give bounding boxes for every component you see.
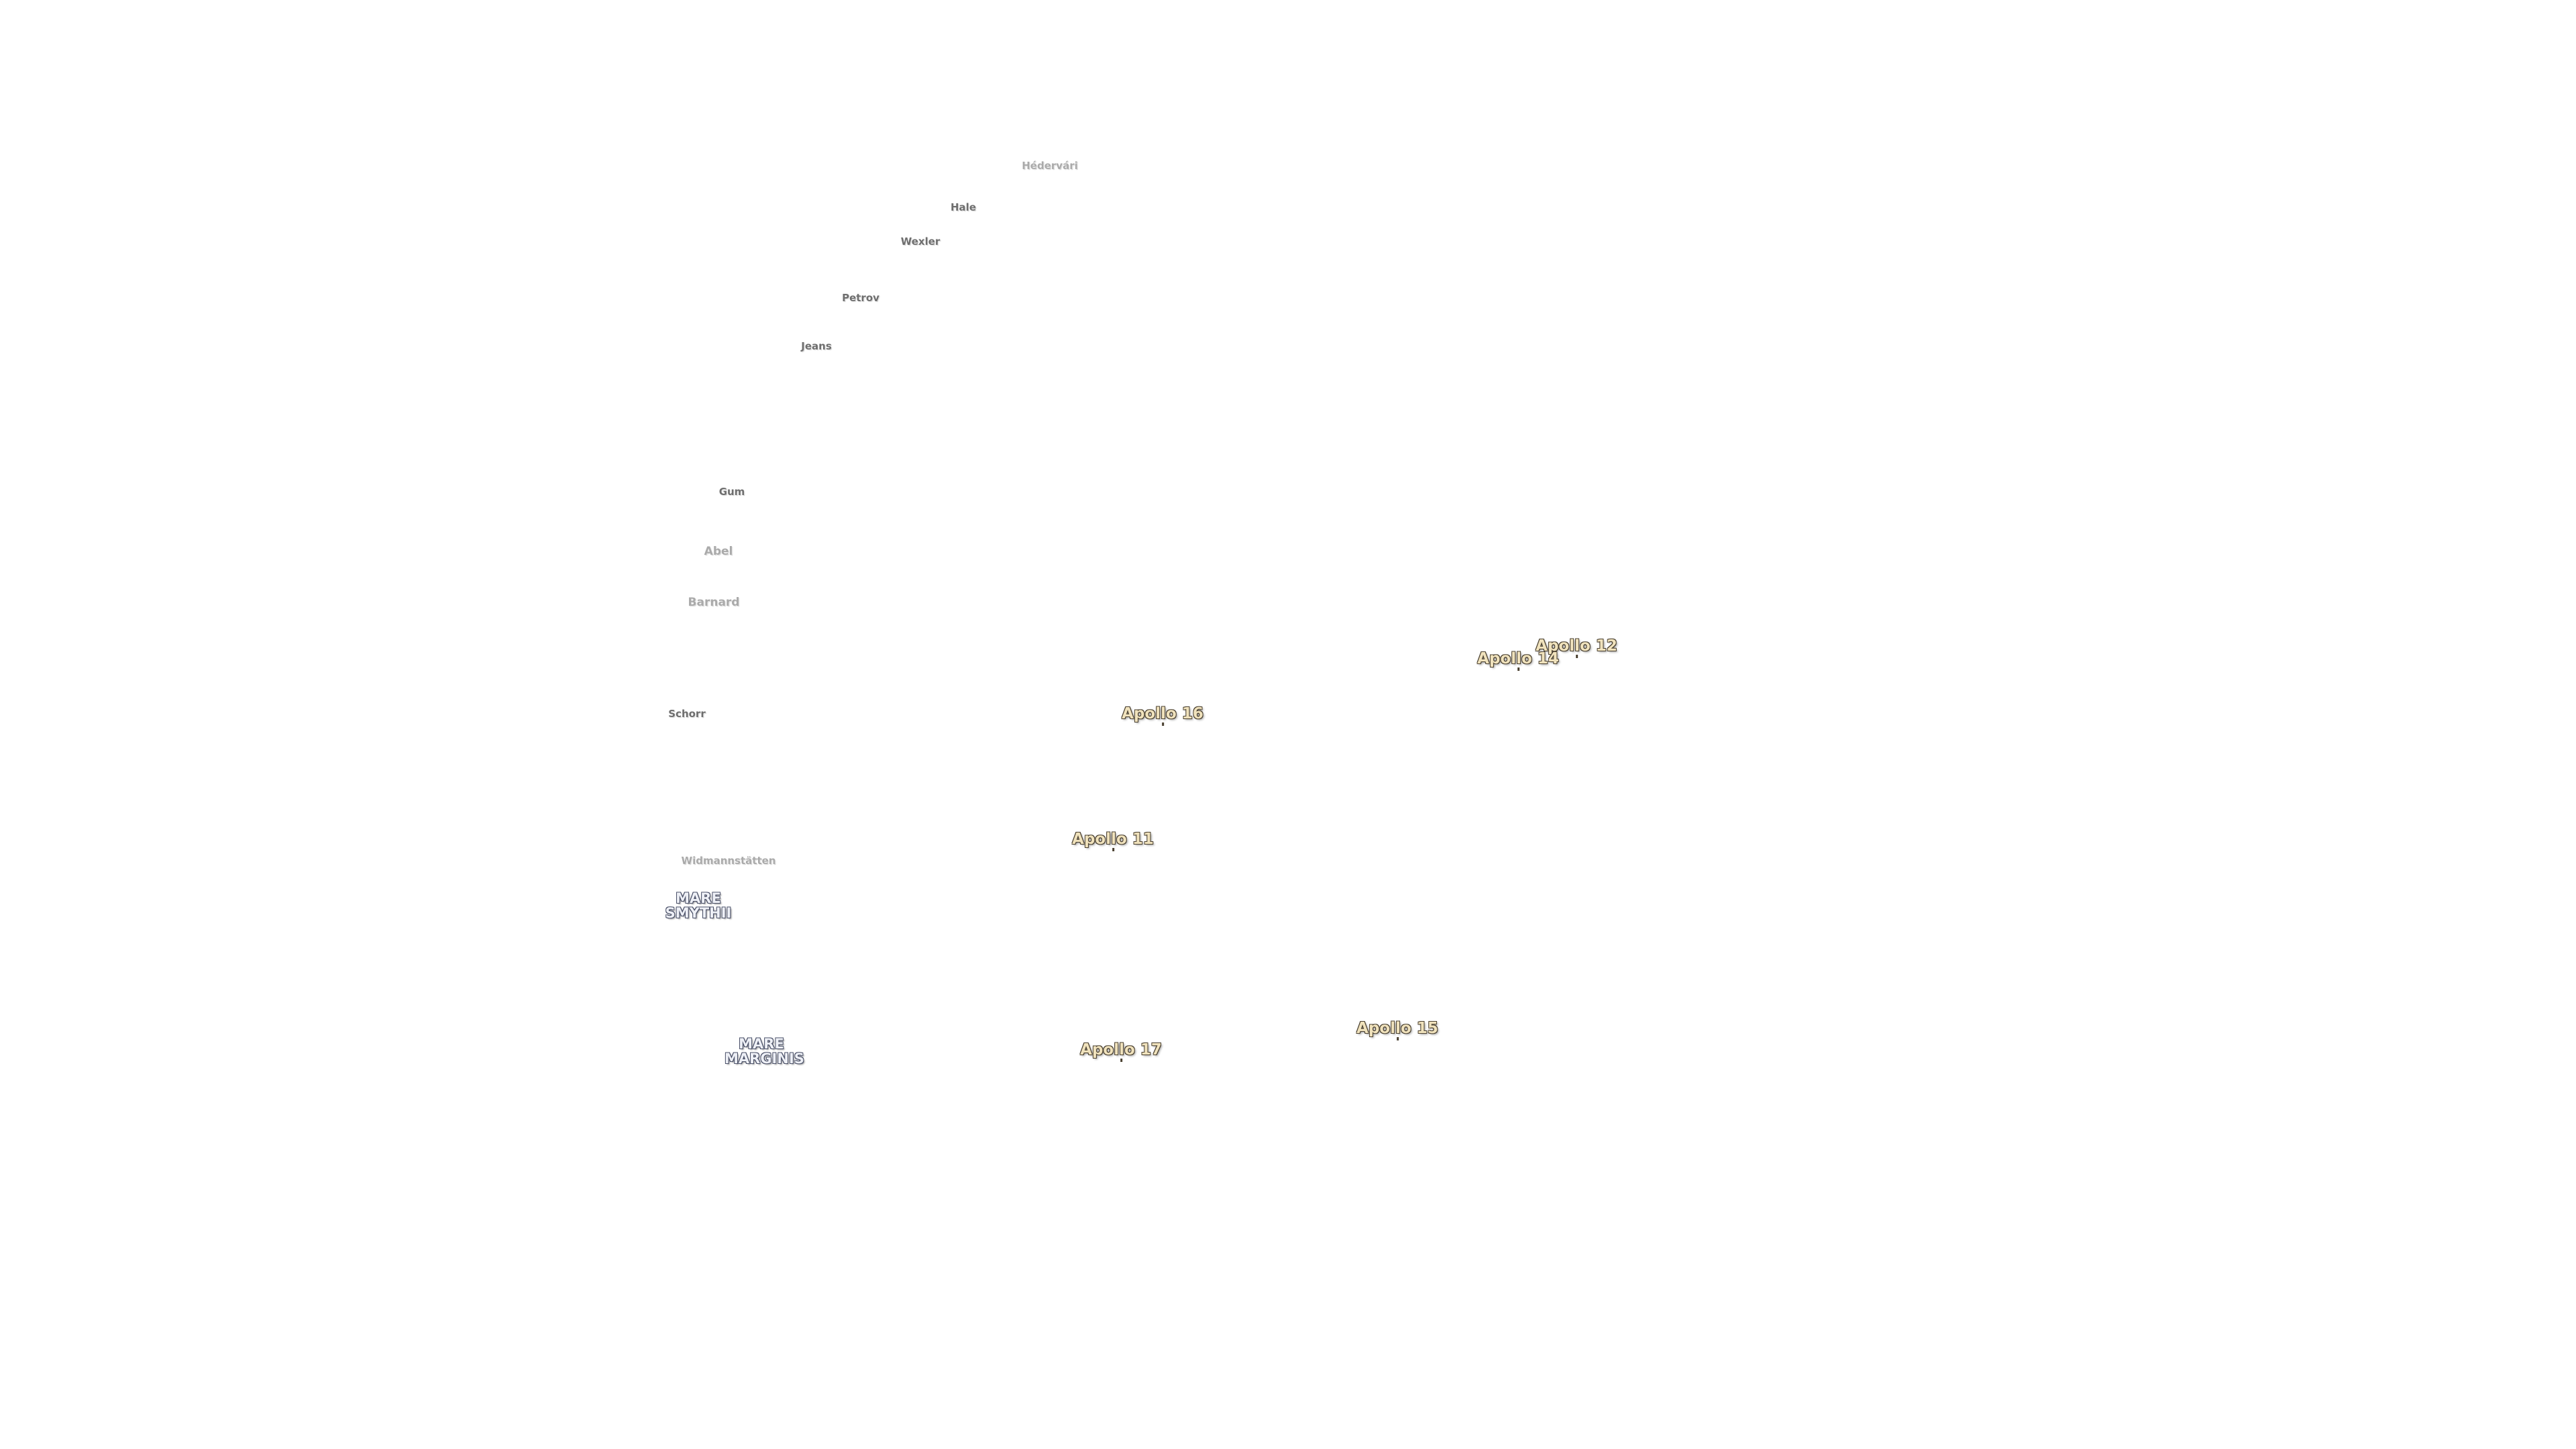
landing-site-label[interactable]: Apollo 16 [1122, 705, 1203, 726]
crater-label: Jeans [801, 340, 832, 352]
landing-site-label[interactable]: Apollo 14 [1477, 650, 1559, 671]
crater-label: Abel [704, 545, 733, 558]
mare-label: MARE MARGINIS [724, 1036, 804, 1067]
crater-label: Petrov [842, 292, 879, 304]
crater-label: Hédervári [1022, 160, 1078, 172]
landing-site-label[interactable]: Apollo 12 [1536, 637, 1617, 658]
crater-label: Hale [951, 201, 976, 213]
mare-label: MARE SMYTHII [665, 890, 732, 921]
crater-label: Gum [718, 486, 745, 498]
landing-site-label[interactable]: Apollo 15 [1356, 1020, 1438, 1040]
crater-label: Wexler [900, 235, 941, 248]
landing-site-label[interactable]: Apollo 11 [1072, 830, 1154, 851]
crater-label: Barnard [688, 596, 740, 609]
crater-label: Widmannstätten [681, 855, 776, 867]
crater-label: Schorr [668, 708, 706, 720]
landing-site-label[interactable]: Apollo 17 [1080, 1041, 1162, 1062]
